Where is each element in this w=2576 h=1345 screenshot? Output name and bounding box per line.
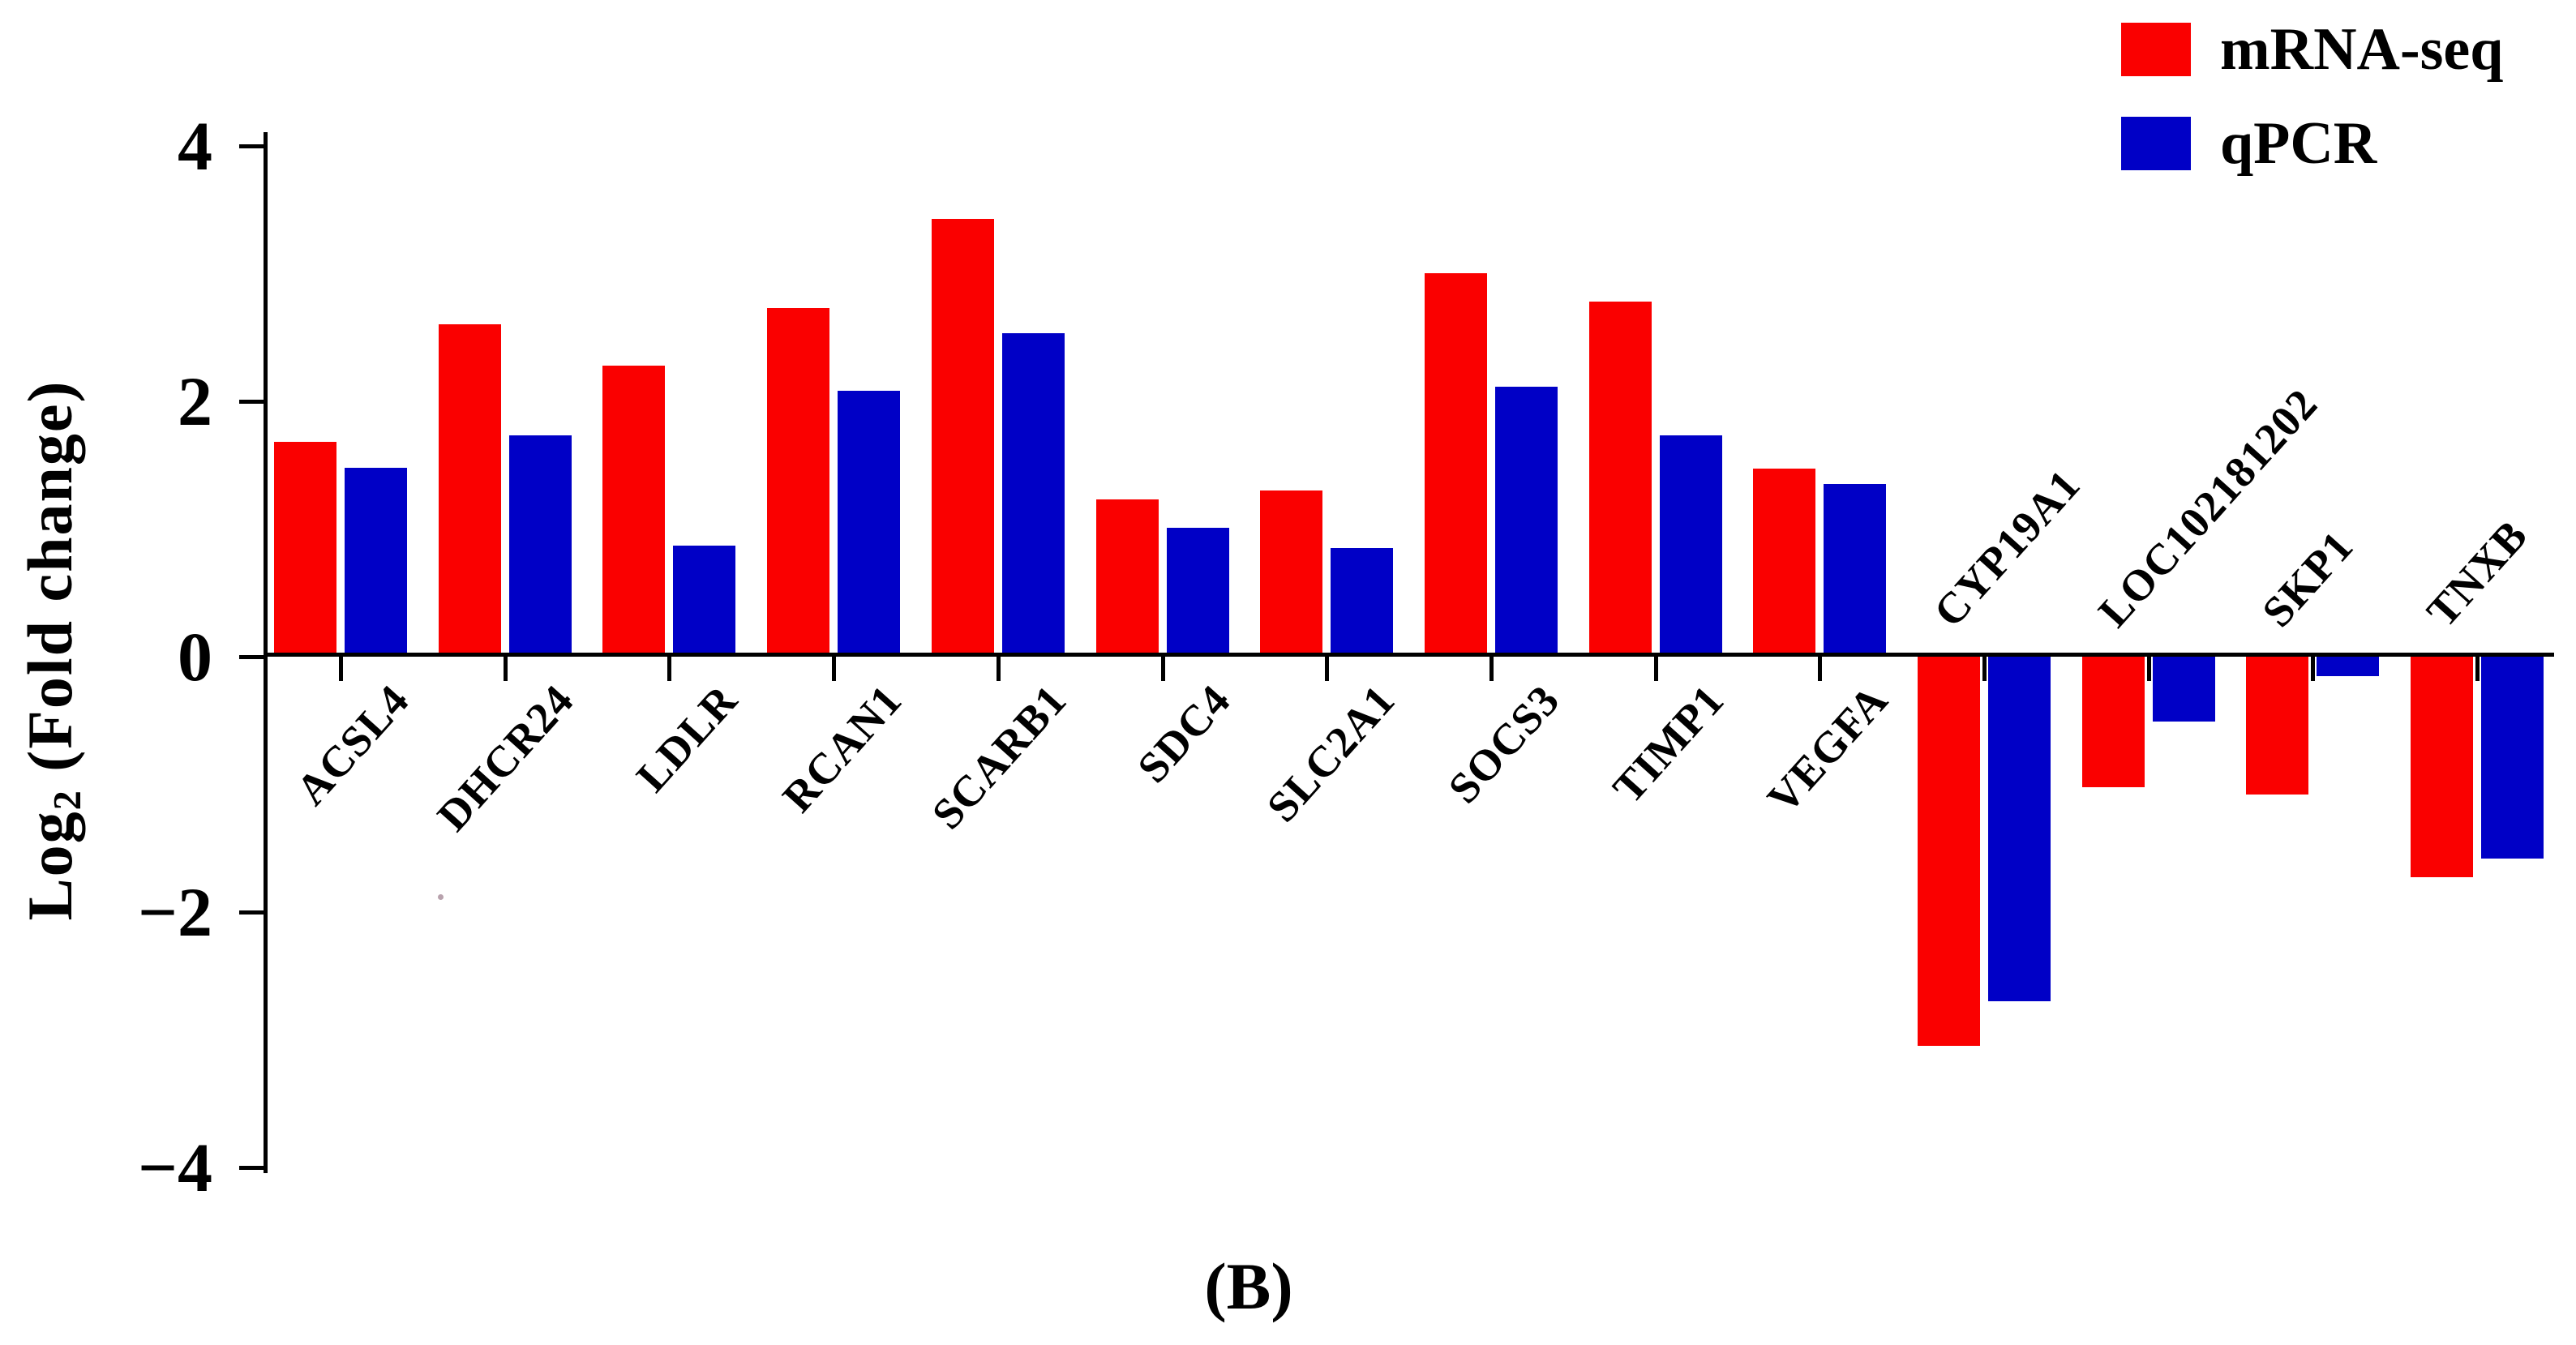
x-axis-tick: [2311, 657, 2316, 681]
bar-mrna-seq-slc2a1: [1260, 490, 1323, 653]
legend-item-mrna-seq: mRNA-seq: [2121, 16, 2504, 83]
bar-qpcr-socs3: [1494, 387, 1558, 653]
gene-label-ldlr: LDLR: [627, 675, 748, 801]
x-axis-tick: [1325, 657, 1330, 681]
bar-mrna-seq-loc102181202: [2081, 657, 2145, 787]
gene-label-dhcr24: DHCR24: [427, 675, 583, 841]
qpcr-color-swatch: [2121, 117, 2191, 170]
bar-qpcr-tnxb: [2481, 657, 2544, 859]
x-axis-tick: [1160, 657, 1165, 681]
x-axis-tick: [996, 657, 1001, 681]
gene-label-socs3: SOCS3: [1438, 675, 1569, 813]
gene-label-scarb1: SCARB1: [922, 675, 1076, 839]
bar-qpcr-dhcr24: [508, 435, 572, 653]
y-axis-tick: [239, 1166, 264, 1170]
x-axis-tick: [2146, 657, 2151, 681]
y-axis-tick: [239, 655, 264, 659]
bar-qpcr-acsl4: [345, 467, 407, 653]
y-axis-tick: [239, 400, 264, 404]
bar-qpcr-sdc4: [1166, 527, 1229, 653]
legend: mRNA-seq qPCR: [2121, 16, 2504, 209]
x-axis-tick: [1818, 657, 1823, 681]
gene-label-slc2a1: SLC2A1: [1257, 675, 1405, 832]
gene-label-skp1: SKP1: [2252, 521, 2364, 636]
bar-qpcr-timp1: [1659, 435, 1722, 653]
bar-qpcr-scarb1: [1001, 333, 1065, 653]
y-axis-tick: [239, 910, 264, 915]
mrna-seq-color-swatch: [2121, 23, 2191, 76]
gene-label-cyp19a1: CYP19A1: [1924, 460, 2090, 636]
bar-mrna-seq-ldlr: [602, 365, 666, 653]
bar-mrna-seq-tnxb: [2411, 657, 2474, 878]
x-axis-tick: [2475, 657, 2480, 681]
bar-qpcr-vegfa: [1824, 484, 1887, 653]
legend-label-mrna-seq: mRNA-seq: [2220, 16, 2504, 83]
bar-qpcr-cyp19a1: [1988, 657, 2051, 1002]
y-axis-tick-label: 4: [178, 107, 212, 185]
x-axis-line: [264, 653, 2554, 657]
bar-mrna-seq-sdc4: [1095, 499, 1159, 653]
y-axis-tick: [239, 144, 264, 148]
bar-mrna-seq-cyp19a1: [1918, 657, 1980, 1047]
bar-qpcr-ldlr: [673, 545, 736, 653]
stray-mark: [438, 894, 444, 900]
y-axis-tick-label: −2: [137, 873, 212, 951]
legend-item-qpcr: qPCR: [2121, 110, 2503, 177]
bar-mrna-seq-scarb1: [931, 218, 994, 653]
gene-label-acsl4: ACSL4: [286, 675, 418, 815]
bar-mrna-seq-rcan1: [767, 307, 830, 653]
bar-mrna-seq-skp1: [2246, 657, 2309, 795]
x-axis-tick: [832, 657, 837, 681]
bar-mrna-seq-timp1: [1588, 301, 1652, 653]
y-axis-tick-label: 0: [178, 618, 212, 696]
bar-qpcr-loc102181202: [2152, 657, 2215, 722]
gene-label-rcan1: RCAN1: [773, 675, 911, 822]
x-axis-tick: [1653, 657, 1658, 681]
x-axis-tick: [1489, 657, 1494, 681]
x-axis-tick: [1982, 657, 1987, 681]
bar-qpcr-slc2a1: [1331, 547, 1394, 653]
y-axis-tick-label: −4: [137, 1129, 212, 1206]
gene-label-tnxb: TNXB: [2417, 511, 2537, 636]
bar-mrna-seq-acsl4: [274, 442, 336, 653]
bar-mrna-seq-vegfa: [1753, 469, 1816, 653]
gene-label-vegfa: VEGFA: [1758, 675, 1898, 823]
bar-qpcr-skp1: [2317, 657, 2380, 676]
gene-label-timp1: TIMP1: [1603, 675, 1734, 813]
x-axis-tick: [339, 657, 343, 681]
y-axis-tick-label: 2: [178, 362, 212, 440]
bar-qpcr-rcan1: [838, 391, 901, 653]
x-axis-tick: [667, 657, 672, 681]
bar-mrna-seq-dhcr24: [438, 324, 501, 653]
figure-caption: (B): [1204, 1249, 1293, 1323]
bar-mrna-seq-socs3: [1424, 273, 1487, 653]
legend-label-qpcr: qPCR: [2220, 110, 2377, 177]
x-axis-tick: [503, 657, 508, 681]
gene-label-sdc4: SDC4: [1128, 675, 1241, 792]
